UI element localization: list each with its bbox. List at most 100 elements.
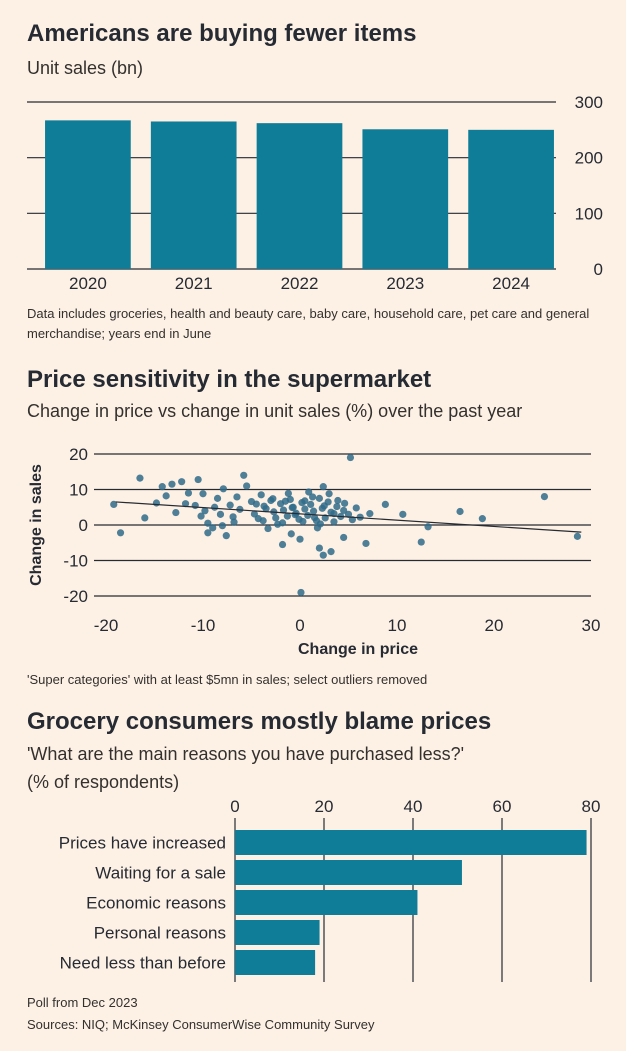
- scatter-point: [296, 535, 304, 543]
- scatter-point: [222, 532, 230, 540]
- scatter-point: [269, 495, 277, 503]
- scatter-point: [319, 483, 327, 491]
- scatter-point: [116, 529, 125, 537]
- scatter-point: [204, 519, 212, 527]
- scatter-point: [299, 517, 307, 526]
- x-tick-label: 20: [315, 797, 334, 816]
- scatter-point: [320, 502, 328, 510]
- y-tick-label: -20: [63, 587, 88, 606]
- scatter-point: [327, 548, 335, 556]
- scatter-point: [172, 508, 180, 517]
- scatter-point: [257, 491, 265, 499]
- chart3-subtitle-line2: (% of respondents): [27, 772, 180, 792]
- scatter-point: [284, 489, 292, 498]
- x-tick-label: 0: [295, 616, 304, 635]
- scatter-point: [399, 510, 407, 518]
- scatter-point: [243, 482, 251, 490]
- bar: [235, 890, 418, 915]
- bar: [45, 120, 131, 270]
- y-tick-label: -10: [63, 552, 88, 571]
- scatter-point: [333, 502, 341, 511]
- chart2-title: Price sensitivity in the supermarket: [27, 366, 432, 393]
- scatter-point: [197, 512, 205, 520]
- chart1-subtitle: Unit sales (bn): [27, 58, 144, 78]
- scatter-point: [456, 507, 464, 516]
- scatter-point: [194, 475, 202, 484]
- scatter-point: [141, 514, 149, 522]
- scatter-point: [297, 588, 305, 597]
- scatter-point: [199, 490, 207, 498]
- x-tick-label: 40: [404, 797, 423, 816]
- scatter-point: [325, 490, 333, 498]
- y-axis-label: Change in sales: [28, 464, 45, 586]
- scatter-point: [417, 538, 425, 546]
- scatter-point: [279, 506, 288, 514]
- scatter-point: [291, 511, 299, 519]
- chart2-footnote: 'Super categories' with at least $5mn in…: [27, 672, 428, 687]
- chart3-plot: 0 20 40 60 80 Prices have increased Waiting fo…: [59, 797, 600, 982]
- y-tick-label: 300: [575, 93, 603, 112]
- scatter-point: [230, 518, 238, 526]
- scatter-point: [305, 488, 313, 496]
- scatter-point: [226, 501, 234, 509]
- scatter-point: [204, 529, 212, 537]
- scatter-point: [340, 533, 348, 542]
- bar: [235, 830, 587, 855]
- scatter-point: [287, 530, 295, 538]
- scatter-point: [424, 523, 432, 531]
- scatter-point: [334, 496, 342, 505]
- scatter-point: [240, 471, 248, 479]
- scatter-point: [366, 510, 374, 518]
- x-tick-label: 2022: [281, 274, 319, 293]
- scatter-point: [340, 506, 348, 515]
- category-label: Prices have increased: [59, 834, 226, 853]
- scatter-point: [216, 510, 225, 518]
- scatter-point: [136, 474, 144, 482]
- scatter-point: [304, 511, 312, 520]
- scatter-point: [272, 514, 280, 522]
- scatter-point: [301, 505, 309, 513]
- scatter-point: [310, 513, 319, 522]
- bar: [235, 950, 316, 975]
- scatter-point: [211, 503, 219, 511]
- scatter-point: [341, 499, 349, 507]
- chart2-plot: 20 10 0 -10 -20 -20 -10 0 10 20 30 Change in price C…: [28, 445, 600, 658]
- bar: [150, 121, 237, 269]
- scatter-point: [218, 522, 226, 530]
- chart3-footnote: Poll from Dec 2023: [27, 995, 138, 1010]
- scatter-point: [315, 544, 323, 552]
- x-axis-label: Change in price: [298, 641, 418, 658]
- x-tick-label: 20: [485, 616, 504, 635]
- scatter-point: [178, 478, 186, 486]
- scatter-point: [110, 500, 118, 509]
- scatter-point: [162, 492, 170, 500]
- x-tick-label: -10: [191, 616, 216, 635]
- bar: [362, 129, 449, 269]
- y-tick-label: 0: [594, 260, 603, 279]
- bar: [235, 860, 462, 885]
- chart3-title: Grocery consumers mostly blame prices: [27, 708, 492, 735]
- scatter-point: [362, 539, 370, 548]
- scatter-point: [262, 505, 270, 513]
- scatter-point: [315, 494, 323, 502]
- scatter-point: [209, 524, 217, 532]
- scatter-point: [381, 500, 389, 509]
- chart2-subtitle: Change in price vs change in unit sales …: [27, 401, 523, 421]
- scatter-point: [278, 540, 287, 549]
- category-label: Waiting for a sale: [95, 864, 226, 883]
- chart1-title: Americans are buying fewer items: [27, 20, 417, 47]
- y-tick-label: 10: [69, 481, 88, 500]
- scatter-point: [264, 524, 272, 533]
- scatter-point: [319, 551, 327, 559]
- scatter-point: [281, 497, 290, 505]
- scatter-point: [168, 480, 176, 488]
- scatter-point: [288, 504, 296, 512]
- category-label: Economic reasons: [86, 894, 226, 913]
- scatter-point: [352, 504, 360, 512]
- scatter-point: [213, 494, 222, 502]
- scatter-point: [191, 501, 199, 510]
- scatter-point: [478, 515, 486, 523]
- chart1-footnote: Data includes groceries, health and beau…: [27, 306, 590, 341]
- bar: [256, 123, 343, 269]
- scatter-point: [201, 507, 209, 515]
